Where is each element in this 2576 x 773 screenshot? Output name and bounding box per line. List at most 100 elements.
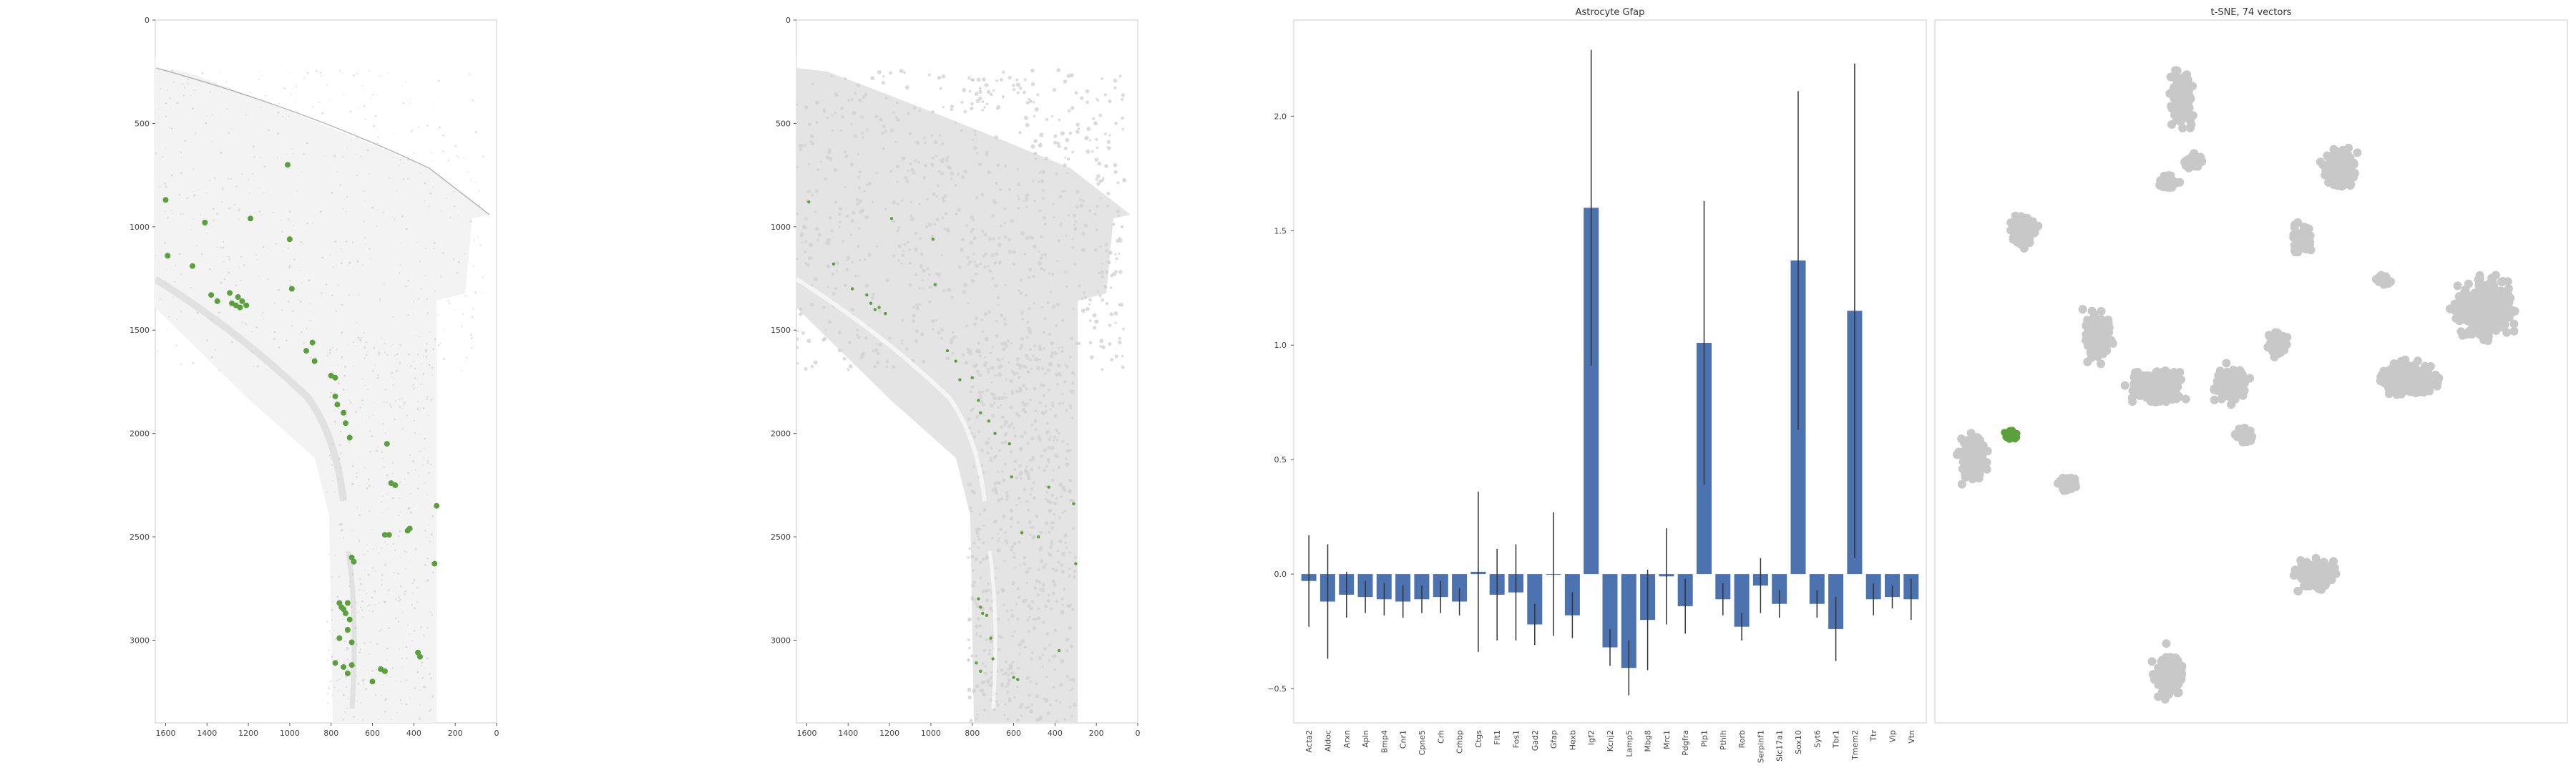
texture-dot (369, 653, 371, 655)
texture-dot (155, 255, 157, 256)
tsne-point (2139, 382, 2148, 392)
texture-dot (1114, 321, 1117, 324)
texture-dot (1085, 306, 1090, 311)
texture-dot (346, 265, 348, 266)
texture-dot (922, 175, 927, 180)
texture-dot (1057, 465, 1061, 470)
texture-dot (845, 214, 849, 218)
texture-dot (399, 361, 401, 364)
texture-dot (364, 200, 365, 202)
texture-dot (874, 365, 877, 368)
tsne-point (2465, 307, 2474, 316)
texture-dot (1080, 96, 1084, 100)
texture-dot (943, 194, 947, 199)
tsne-point (2299, 236, 2308, 245)
texture-dot (901, 253, 905, 257)
texture-dot (1041, 188, 1045, 193)
texture-dot (1109, 286, 1113, 289)
texture-dot (927, 73, 931, 77)
texture-dot (392, 157, 394, 158)
texture-dot (363, 190, 365, 193)
texture-dot (872, 349, 875, 353)
texture-dot (1020, 477, 1023, 480)
texture-dot (1044, 156, 1048, 161)
highlight-point (214, 298, 220, 304)
texture-dot (478, 190, 480, 192)
texture-dot (394, 378, 395, 379)
texture-dot (1053, 414, 1058, 418)
texture-dot (420, 626, 422, 628)
texture-dot (470, 346, 473, 349)
texture-dot (1077, 127, 1080, 130)
texture-dot (255, 254, 257, 256)
texture-dot (429, 192, 432, 195)
texture-dot (1069, 389, 1074, 394)
texture-dot (1050, 115, 1054, 118)
texture-dot (342, 537, 345, 539)
texture-dot (970, 510, 973, 512)
texture-dot (967, 646, 971, 650)
texture-dot (472, 308, 474, 310)
texture-dot (1050, 446, 1055, 450)
texture-dot (836, 270, 839, 273)
texture-dot (1051, 273, 1054, 276)
texture-dot (391, 372, 394, 374)
texture-dot (1073, 227, 1078, 231)
texture-dot (381, 584, 383, 586)
texture-dot (392, 497, 394, 500)
texture-dot (358, 540, 361, 542)
texture-dot (902, 157, 906, 160)
texture-dot (431, 515, 434, 517)
texture-dot (277, 132, 279, 135)
texture-dot (426, 343, 428, 346)
texture-dot (360, 606, 362, 608)
texture-dot (1000, 395, 1005, 400)
texture-dot (319, 210, 322, 213)
texture-dot (374, 590, 376, 593)
texture-dot (345, 240, 348, 243)
texture-dot (1028, 616, 1031, 618)
texture-dot (945, 356, 950, 361)
texture-dot (365, 354, 367, 356)
tsne-point (2270, 352, 2279, 361)
texture-dot (835, 261, 839, 266)
texture-dot (385, 674, 388, 676)
texture-dot (1018, 131, 1022, 135)
texture-dot (912, 313, 916, 318)
texture-dot (1042, 394, 1046, 398)
texture-dot (327, 692, 329, 695)
texture-dot (919, 303, 922, 306)
texture-dot (1016, 587, 1020, 590)
texture-dot (1095, 228, 1098, 231)
texture-dot (972, 465, 975, 468)
texture-dot (986, 367, 990, 371)
texture-dot (160, 88, 162, 90)
texture-dot (409, 493, 411, 495)
texture-dot (429, 540, 431, 543)
x-tick-label: Igf2 (1587, 730, 1596, 745)
texture-dot (1056, 549, 1060, 553)
texture-dot (346, 646, 348, 649)
texture-dot (1030, 423, 1033, 427)
highlight-point (958, 378, 962, 381)
texture-dot (966, 482, 970, 486)
texture-dot (827, 151, 831, 155)
texture-dot (212, 114, 213, 115)
texture-dot (974, 272, 978, 276)
tsne-point (2497, 286, 2505, 296)
texture-dot (296, 190, 298, 192)
texture-dot (963, 169, 967, 174)
texture-dot (205, 122, 208, 125)
texture-dot (996, 358, 1000, 362)
texture-dot (464, 253, 466, 255)
texture-dot (1061, 349, 1064, 353)
texture-dot (1031, 601, 1035, 603)
texture-dot (838, 225, 841, 228)
texture-dot (896, 118, 900, 122)
texture-dot (351, 573, 354, 575)
texture-dot (1065, 462, 1070, 467)
tsne-point (2187, 120, 2196, 130)
tsne-point (1971, 468, 1981, 477)
tsne-point (1961, 470, 1970, 479)
texture-dot (987, 265, 990, 268)
